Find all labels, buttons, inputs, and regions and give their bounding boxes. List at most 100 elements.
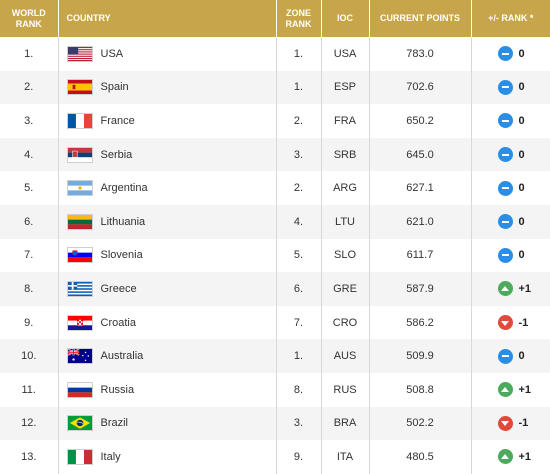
- points-cell: 509.9: [369, 339, 472, 373]
- country-name[interactable]: Brazil: [100, 417, 129, 430]
- world-rank-cell: 8.: [0, 272, 59, 306]
- minus-icon: [497, 113, 513, 129]
- rank-change-value: 0: [518, 148, 525, 161]
- points-cell: 586.2: [369, 305, 472, 340]
- world-rank-cell: 11.: [0, 372, 59, 407]
- country-name[interactable]: Spain: [100, 81, 129, 94]
- table-row[interactable]: 3. France 2. FRA 650.2 0: [0, 104, 550, 138]
- rank-change-value: 0: [518, 350, 525, 363]
- table-header-row: WORLD RANK COUNTRY ZONE RANK IOC CURRENT…: [0, 0, 550, 37]
- country-cell: Lithuania: [58, 204, 277, 239]
- serbia-flag: [66, 146, 93, 163]
- table-row[interactable]: 10. Australia 1. AUS 509.9 0: [0, 339, 550, 373]
- country-cell: Greece: [58, 272, 277, 306]
- world-rank-cell: 9.: [0, 305, 59, 340]
- country-cell: Brazil: [58, 406, 277, 441]
- country-name[interactable]: Slovenia: [100, 249, 143, 262]
- country-name[interactable]: Russia: [100, 383, 135, 396]
- zone-rank-cell: 4.: [276, 204, 322, 239]
- rank-change-value: 0: [518, 215, 525, 228]
- points-cell: 611.7: [369, 238, 472, 273]
- ioc-cell: USA: [321, 37, 370, 71]
- table-row[interactable]: 13. Italy 9. ITA 480.5 +1: [0, 440, 550, 474]
- country-cell: USA: [58, 37, 277, 71]
- points-cell: 621.0: [369, 204, 472, 239]
- header-zone-rank[interactable]: ZONE RANK: [276, 0, 322, 37]
- greece-flag: [66, 280, 93, 297]
- country-name[interactable]: Italy: [100, 450, 121, 463]
- table-body: 1. USA 1. USA 783.0 0 2. Spain 1. ESP 702.6 0 3. Fran…: [0, 37, 550, 474]
- rank-change-cell: 0: [471, 171, 550, 205]
- world-rank-cell: 12.: [0, 406, 59, 441]
- table-row[interactable]: 4. Serbia 3. SRB 645.0 0: [0, 137, 550, 172]
- points-cell: 508.8: [369, 372, 472, 407]
- header-current-points[interactable]: CURRENT POINTS: [369, 0, 472, 37]
- header-world-rank[interactable]: WORLD RANK: [0, 0, 59, 37]
- zone-rank-cell: 1.: [276, 339, 322, 373]
- rank-change-cell: 0: [471, 339, 550, 373]
- country-name[interactable]: Croatia: [100, 316, 136, 329]
- country-name[interactable]: Serbia: [100, 148, 133, 161]
- minus-icon: [497, 247, 513, 263]
- rank-change-cell: 0: [471, 239, 550, 273]
- table-row[interactable]: 2. Spain 1. ESP 702.6 0: [0, 70, 550, 105]
- minus-icon: [497, 46, 513, 62]
- country-name[interactable]: France: [100, 114, 135, 127]
- header-country[interactable]: COUNTRY: [58, 0, 277, 37]
- points-cell: 627.1: [369, 171, 472, 205]
- country-name[interactable]: Australia: [100, 350, 144, 363]
- country-cell: Spain: [58, 70, 277, 105]
- header-ioc[interactable]: IOC: [321, 0, 370, 37]
- points-cell: 502.2: [369, 406, 472, 441]
- ioc-cell: FRA: [321, 104, 370, 138]
- rank-change-cell: 0: [471, 37, 550, 71]
- country-name[interactable]: Lithuania: [100, 215, 146, 228]
- slovenia-flag: [66, 247, 93, 264]
- ioc-cell: BRA: [321, 406, 370, 441]
- rank-change-cell: -1: [471, 306, 550, 340]
- zone-rank-cell: 1.: [276, 37, 322, 71]
- country-name[interactable]: USA: [100, 47, 124, 60]
- arrow-up-icon: [497, 281, 513, 297]
- country-cell: Australia: [58, 339, 277, 373]
- rank-change-value: +1: [518, 383, 532, 396]
- zone-rank-cell: 7.: [276, 305, 322, 340]
- argentina-flag: [66, 180, 93, 197]
- header-plus-minus-rank[interactable]: +/- RANK *: [488, 13, 534, 23]
- minus-icon: [497, 180, 513, 196]
- rank-change-value: +1: [518, 450, 532, 463]
- rank-change-value: -1: [518, 316, 529, 329]
- table-row[interactable]: 1. USA 1. USA 783.0 0: [0, 37, 550, 71]
- zone-rank-cell: 3.: [276, 137, 322, 172]
- country-name[interactable]: Greece: [100, 282, 137, 295]
- rank-change-value: 0: [518, 182, 525, 195]
- zone-rank-cell: 1.: [276, 70, 322, 105]
- table-row[interactable]: 11. Russia 8. RUS 508.8 +1: [0, 372, 550, 407]
- table-row[interactable]: 6. Lithuania 4. LTU 621.0 0: [0, 204, 550, 239]
- world-rank-cell: 13.: [0, 440, 59, 474]
- ioc-cell: RUS: [321, 372, 370, 407]
- world-rank-cell: 1.: [0, 37, 59, 71]
- zone-rank-cell: 5.: [276, 238, 322, 273]
- table-row[interactable]: 12. Brazil 3. BRA 502.2 -1: [0, 406, 550, 441]
- table-row[interactable]: 7. Slovenia 5. SLO 611.7 0: [0, 238, 550, 273]
- country-cell: France: [58, 104, 277, 138]
- table-row[interactable]: 9. Croatia 7. CRO 586.2 -1: [0, 305, 550, 340]
- rank-change-cell: 0: [471, 138, 550, 172]
- minus-icon: [497, 214, 513, 230]
- ioc-cell: ITA: [321, 440, 370, 474]
- table-row[interactable]: 5. Argentina 2. ARG 627.1 0: [0, 171, 550, 205]
- country-cell: Russia: [58, 372, 277, 407]
- ioc-cell: LTU: [321, 204, 370, 239]
- rank-change-cell: -1: [471, 407, 550, 441]
- italy-flag: [66, 448, 93, 465]
- zone-rank-cell: 2.: [276, 104, 322, 138]
- arrow-up-icon: [497, 382, 513, 398]
- world-rank-cell: 3.: [0, 104, 59, 138]
- table-row[interactable]: 8. Greece 6. GRE 587.9 +1: [0, 272, 550, 306]
- points-cell: 587.9: [369, 272, 472, 306]
- points-cell: 645.0: [369, 137, 472, 172]
- country-name[interactable]: Argentina: [100, 182, 148, 195]
- lithuania-flag: [66, 213, 93, 230]
